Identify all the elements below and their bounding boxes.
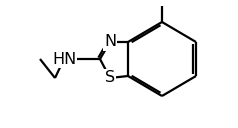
Text: N: N (104, 35, 116, 50)
Text: HN: HN (52, 51, 76, 67)
Text: S: S (105, 71, 115, 86)
